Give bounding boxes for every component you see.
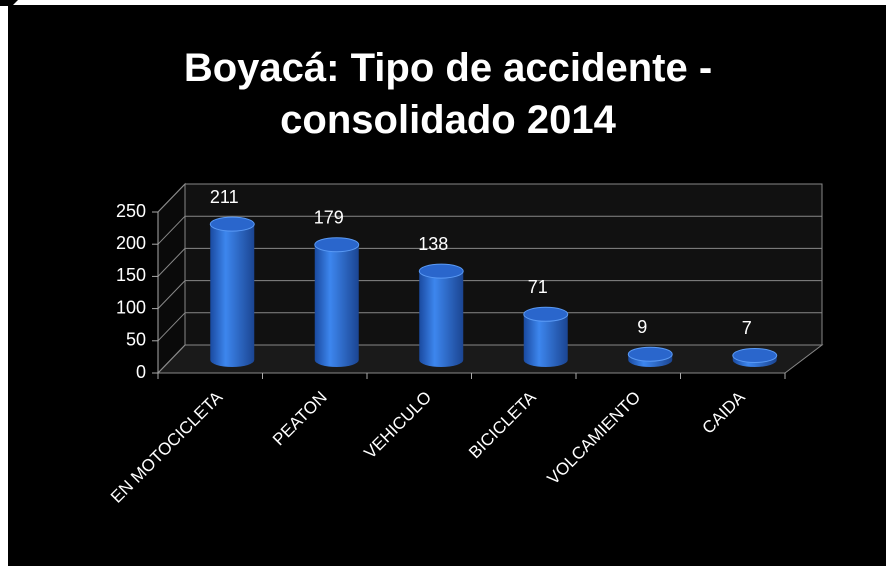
x-tick-label: VEHICULO [360, 388, 435, 463]
bar [732, 347, 778, 367]
bar [314, 237, 360, 367]
side-wall [157, 182, 186, 375]
y-tick-label: 200 [116, 233, 146, 253]
grid-line [157, 215, 186, 245]
floor [156, 344, 824, 374]
x-tick-label: CAIDA [699, 387, 750, 438]
grid-line [157, 344, 186, 374]
y-tick-label: 0 [136, 362, 146, 382]
value-label: 7 [742, 318, 752, 338]
x-tick-label: EN MOTOCICLETA [107, 387, 227, 507]
bar [627, 346, 673, 367]
logo-fragment [0, 0, 18, 6]
bar [209, 216, 255, 367]
chart-title: Boyacá: Tipo de accidente - consolidado … [183, 46, 713, 142]
value-label: 9 [637, 317, 647, 337]
bar [418, 263, 464, 367]
grid-line [157, 183, 186, 213]
value-label: 71 [528, 277, 548, 297]
x-tick-label: PEATON [269, 388, 331, 450]
y-tick-label: 150 [116, 265, 146, 285]
value-label: 179 [314, 207, 344, 227]
bar [523, 306, 569, 367]
y-tick-label: 100 [116, 297, 146, 317]
grid-line [157, 280, 186, 309]
x-tick-label: BICICLETA [465, 387, 540, 462]
grid-line [157, 248, 186, 277]
back-wall [184, 183, 823, 346]
x-tick-label: VOLCAMIENTO [544, 388, 645, 489]
value-label: 211 [210, 187, 239, 207]
grid-line [157, 312, 186, 342]
value-label: 138 [418, 234, 448, 254]
y-tick-label: 250 [116, 201, 146, 221]
y-tick-label: 50 [126, 330, 146, 350]
